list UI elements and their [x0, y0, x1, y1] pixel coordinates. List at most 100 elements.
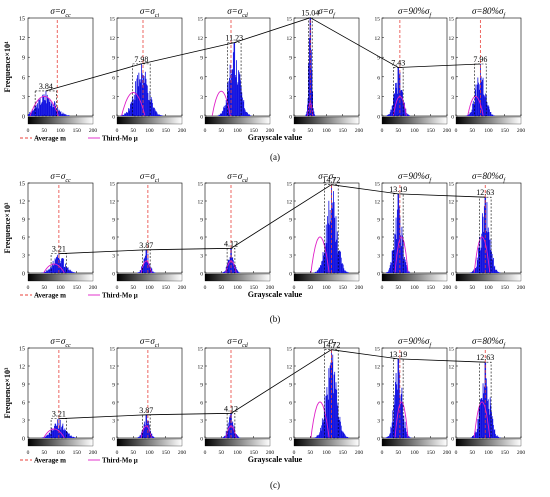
y-tick-label: 9 [22, 218, 25, 224]
histogram-bar [478, 248, 480, 273]
histogram-bar [33, 109, 35, 116]
histogram-bar [333, 202, 335, 273]
histogram-bar [67, 432, 69, 438]
third-mo-curve [121, 92, 146, 116]
histogram-bar [232, 69, 234, 116]
third-mo-curve [225, 260, 237, 273]
histogram-bar [148, 266, 150, 273]
histogram-bar [343, 268, 345, 273]
y-tick-label: 12 [449, 200, 455, 206]
y-tick-label: 6 [289, 75, 292, 81]
histogram-bar [498, 272, 500, 273]
x-tick-label: 0 [381, 128, 384, 134]
histogram-bar [62, 258, 64, 273]
histogram-bar [476, 257, 478, 273]
x-tick-label: 200 [89, 285, 98, 291]
histogram-bar [54, 101, 55, 116]
histogram-bar [346, 271, 347, 273]
y-tick-label: 6 [377, 75, 380, 81]
x-tick-label: 0 [455, 128, 458, 134]
histogram-bar [63, 266, 65, 273]
y-tick-label: 12 [287, 36, 293, 42]
y-tick-label: 3 [451, 95, 454, 101]
histogram-bar [310, 49, 312, 116]
y-tick-label: 0 [112, 115, 115, 121]
histogram-bar [31, 112, 33, 116]
histogram-bar [489, 249, 491, 273]
x-tick-label: 100 [410, 450, 419, 456]
histogram-bar [151, 433, 153, 438]
histogram-bar [340, 425, 342, 438]
histogram-bar [55, 259, 57, 273]
peak-label: 4.12 [224, 239, 238, 248]
legend-average-label: Average m [34, 135, 66, 143]
histogram-bar [146, 261, 148, 273]
histogram-bar [484, 97, 486, 116]
legend-average-label: Average m [34, 292, 66, 300]
histogram-bar [399, 216, 401, 273]
histogram-bar [53, 107, 55, 116]
histogram-bar [496, 436, 498, 438]
histogram-bar [143, 258, 145, 273]
histogram-bar [474, 430, 476, 438]
row-label: (a) [270, 152, 280, 162]
y-tick-label: 15 [287, 347, 293, 353]
histogram-bar [397, 358, 399, 438]
histogram-bar [143, 424, 145, 438]
histogram-bar [151, 268, 153, 273]
peak-box [479, 361, 492, 439]
histogram-bar [483, 95, 485, 116]
peak-label: 14.72 [322, 176, 340, 185]
histogram-bar [472, 435, 474, 438]
histogram-bar [477, 260, 479, 273]
legend-third-mo-label: Third-Mo μ [102, 292, 138, 300]
histogram-bar [475, 432, 477, 438]
histogram-bar [72, 272, 73, 273]
histogram-bar [55, 423, 57, 438]
x-tick-label: 200 [355, 450, 364, 456]
y-tick-label: 9 [451, 383, 454, 389]
histogram-bar [483, 386, 485, 438]
histogram-bar [152, 102, 153, 116]
histogram-bar [472, 271, 474, 273]
histogram-bar [130, 104, 131, 116]
histogram-bar [315, 437, 317, 438]
histogram-bar [346, 271, 348, 273]
histogram-bar [63, 429, 64, 438]
histogram-bar [44, 100, 46, 116]
histogram-bar [404, 102, 405, 116]
histogram-bar [152, 436, 154, 438]
histogram-bar [488, 106, 490, 116]
histogram-bar [489, 397, 491, 438]
histogram-bar [49, 269, 51, 273]
y-tick-label: 15 [287, 182, 293, 188]
histogram-bar [222, 272, 224, 273]
histogram-bar [498, 272, 500, 273]
histogram-bar [48, 434, 49, 438]
y-tick-label: 3 [22, 254, 25, 260]
histogram-bar [136, 78, 138, 116]
histogram-bar [493, 257, 494, 273]
histogram-bar [394, 233, 396, 273]
histogram-bar [404, 427, 405, 438]
histogram-bar [493, 424, 494, 438]
x-tick-label: 50 [308, 285, 314, 291]
histogram-bar [397, 67, 399, 116]
histogram-bar [402, 91, 403, 116]
y-tick-label: 0 [200, 437, 203, 443]
y-tick-label: 15 [110, 182, 116, 188]
histogram-bar [330, 221, 332, 273]
histogram-bar [219, 114, 221, 116]
x-tick-label: 50 [219, 128, 225, 134]
grayscale-strip [455, 116, 522, 125]
histogram-bar [47, 434, 49, 438]
histogram-bar [52, 260, 54, 273]
x-tick-label: 0 [204, 128, 207, 134]
histogram-bar [72, 272, 74, 273]
x-axis-label: Grayscale value [248, 455, 303, 464]
histogram-bar [334, 241, 336, 273]
histogram-bar [42, 437, 44, 438]
